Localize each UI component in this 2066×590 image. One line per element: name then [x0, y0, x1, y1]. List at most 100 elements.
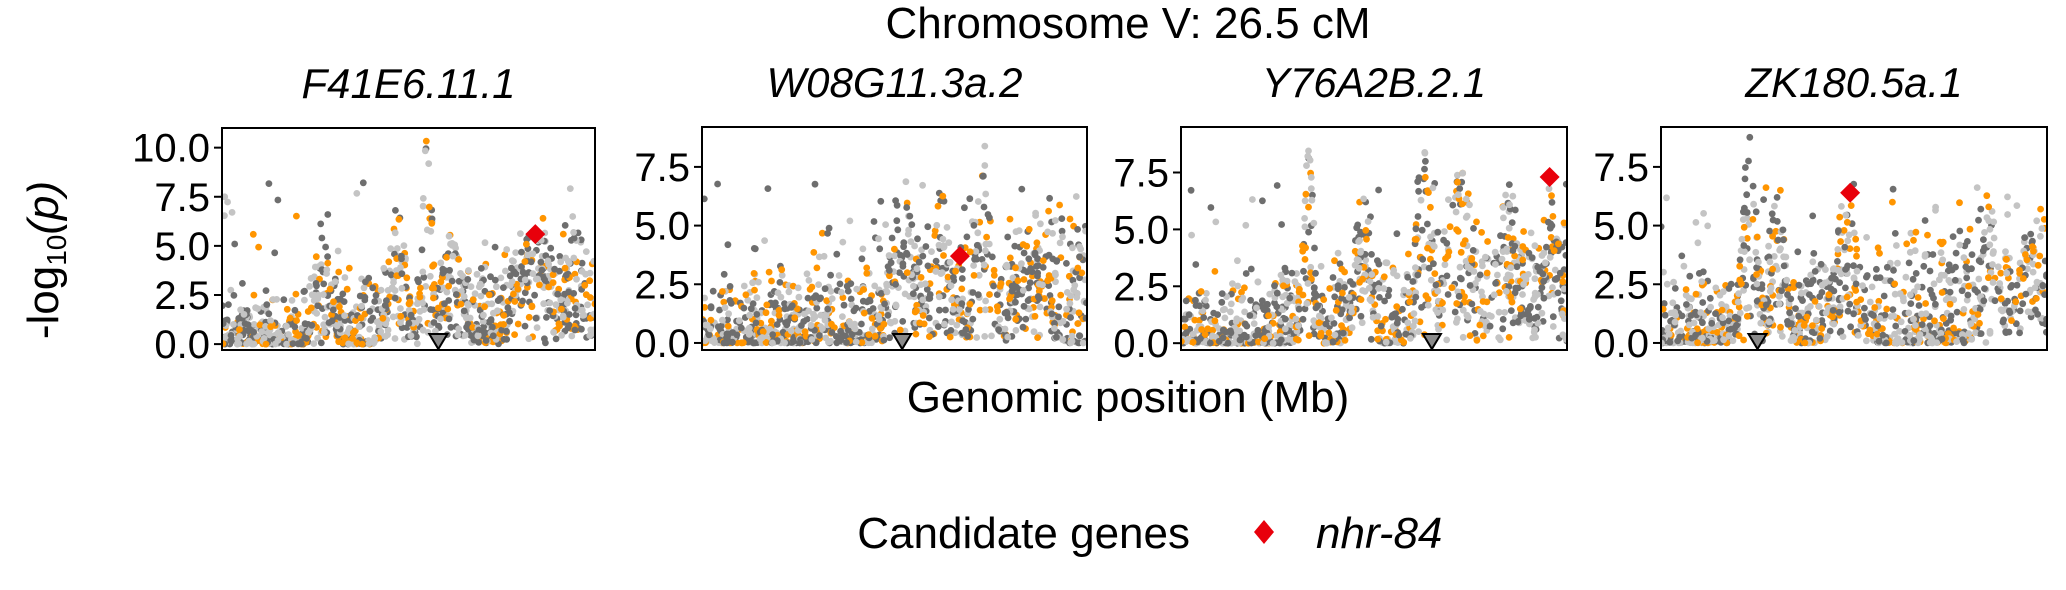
panel-title: Y76A2B.2.1	[1262, 59, 1486, 106]
data-point	[1069, 276, 1077, 284]
data-point	[902, 178, 910, 186]
data-point	[503, 327, 510, 335]
data-point	[422, 137, 430, 145]
y-axis-label-main: -log	[19, 266, 68, 339]
data-point	[581, 281, 589, 289]
data-point	[1441, 261, 1449, 269]
data-point	[1486, 322, 1494, 330]
data-point	[1509, 192, 1517, 200]
data-point	[745, 331, 753, 338]
data-point	[1357, 248, 1364, 256]
data-point	[398, 284, 406, 292]
data-point	[1746, 256, 1753, 264]
data-point	[924, 223, 932, 231]
data-point	[239, 280, 246, 287]
data-point	[909, 290, 917, 298]
data-point	[1549, 213, 1557, 220]
data-point	[1829, 265, 1837, 273]
data-point	[982, 297, 989, 305]
data-point	[1320, 296, 1328, 303]
data-point	[1549, 313, 1557, 321]
data-point	[1504, 234, 1512, 241]
data-point	[2036, 252, 2044, 260]
data-point	[1871, 304, 1879, 311]
data-point	[568, 332, 576, 340]
data-point	[749, 279, 756, 287]
data-point	[1255, 338, 1262, 346]
data-point	[1303, 162, 1310, 170]
data-point	[868, 325, 876, 333]
data-point	[1956, 241, 1964, 249]
data-point	[1842, 211, 1850, 219]
data-point	[1466, 332, 1474, 339]
data-point	[1968, 251, 1976, 258]
data-point	[825, 224, 833, 232]
data-point	[432, 327, 439, 335]
data-point	[863, 270, 871, 277]
data-point	[501, 251, 509, 259]
data-point	[1531, 289, 1539, 297]
data-point	[1241, 308, 1248, 316]
data-point	[1067, 314, 1074, 321]
panel-frame	[1660, 126, 2048, 351]
data-point	[1414, 213, 1422, 220]
data-point	[1779, 226, 1787, 234]
data-point	[1495, 289, 1503, 297]
data-point	[1868, 283, 1876, 291]
data-point	[876, 245, 884, 253]
data-point	[452, 291, 460, 298]
data-point	[1068, 332, 1076, 340]
data-point	[511, 298, 519, 305]
data-point	[990, 282, 997, 290]
data-point	[244, 321, 252, 328]
data-point	[525, 313, 533, 321]
data-point	[1539, 318, 1547, 325]
data-point	[506, 317, 513, 325]
data-point	[1750, 200, 1757, 208]
data-point	[962, 326, 970, 333]
data-point	[956, 306, 963, 313]
data-point	[1700, 210, 1707, 217]
data-point	[496, 295, 504, 303]
data-point	[724, 316, 731, 324]
data-point	[974, 198, 982, 205]
data-point	[810, 249, 818, 256]
data-point	[1035, 280, 1043, 288]
data-point	[753, 311, 761, 318]
data-point	[1889, 198, 1896, 206]
data-point	[1753, 280, 1761, 288]
data-point	[2037, 232, 2044, 240]
data-point	[1507, 264, 1515, 272]
data-point	[942, 306, 949, 314]
data-point	[1243, 333, 1250, 341]
data-point	[552, 301, 560, 309]
data-point	[2040, 216, 2047, 223]
data-point	[1562, 335, 1567, 343]
data-point	[415, 278, 422, 286]
data-point	[1777, 323, 1784, 331]
data-point	[1558, 310, 1566, 318]
data-point	[719, 316, 726, 324]
data-point	[984, 211, 992, 218]
data-point	[314, 302, 322, 310]
data-point	[1380, 285, 1388, 292]
data-point	[1018, 185, 1026, 193]
data-point	[1393, 303, 1401, 310]
data-point	[2041, 257, 2047, 265]
data-point	[421, 147, 429, 155]
data-point	[1905, 259, 1913, 267]
data-point	[1366, 278, 1374, 285]
data-point	[1315, 319, 1323, 327]
data-point	[230, 321, 237, 328]
data-point	[1339, 329, 1347, 337]
data-point	[570, 229, 577, 236]
data-point	[1911, 322, 1919, 329]
data-point	[558, 331, 565, 339]
data-point	[1830, 320, 1838, 328]
data-point	[369, 284, 377, 292]
data-point	[532, 314, 540, 322]
data-point	[1307, 263, 1315, 271]
data-point	[506, 272, 514, 280]
data-point	[1338, 265, 1346, 273]
data-point	[2016, 329, 2023, 337]
